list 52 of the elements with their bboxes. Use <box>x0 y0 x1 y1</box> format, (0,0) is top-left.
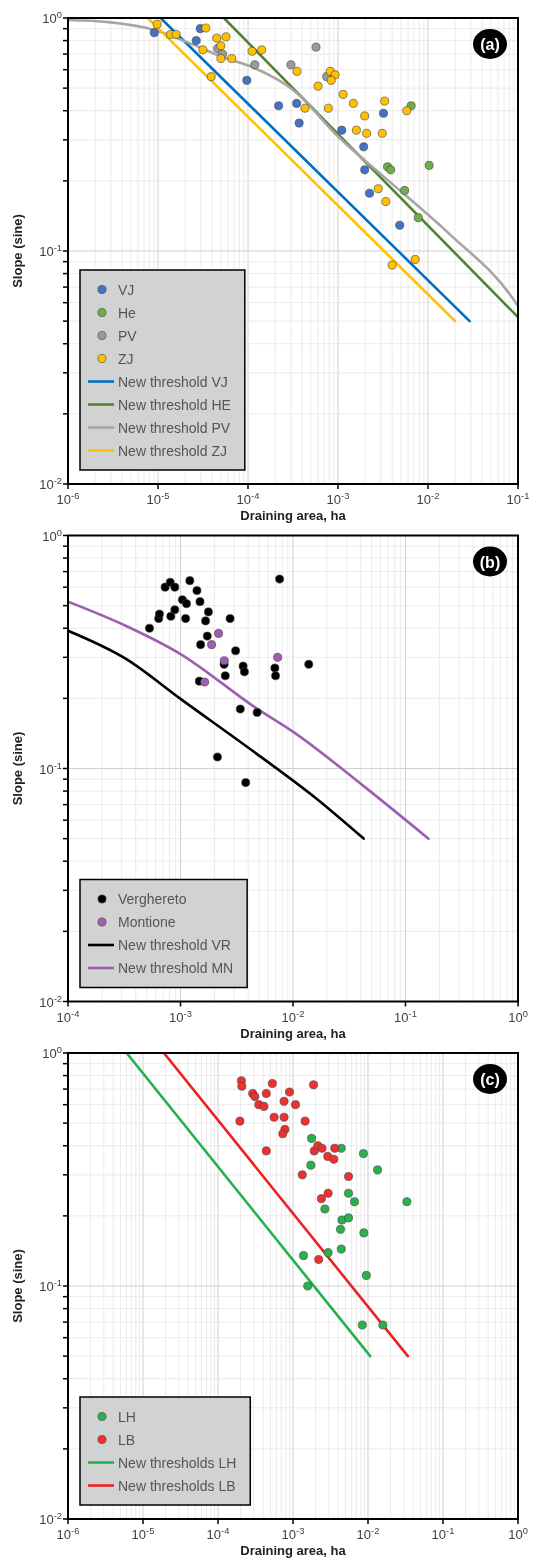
legend-label: VJ <box>118 281 135 298</box>
x-tick-label: 10$^{-3}$ <box>326 491 350 507</box>
y-axis-title: Slope (sine) <box>10 1249 25 1323</box>
legend-label: New thresholds LH <box>118 1454 237 1471</box>
x-tick-label: 10$^{-6}$ <box>56 491 80 507</box>
y-tick-label: 10$^{-1}$ <box>39 1278 62 1294</box>
y-tick-label: 10$^{0}$ <box>42 1045 62 1061</box>
x-tick-label: 10$^{-5}$ <box>146 491 170 507</box>
x-tick-label: 10$^{0}$ <box>508 1008 528 1025</box>
legend-label: PV <box>118 327 138 344</box>
x-tick-label: 10$^{-4}$ <box>206 1526 230 1542</box>
x-tick-label: 10$^{-1}$ <box>506 491 530 507</box>
x-tick-label: 10$^{-1}$ <box>394 1008 417 1025</box>
x-axis-title: Draining area, ha <box>240 1543 347 1558</box>
x-tick-label: 10$^{-5}$ <box>131 1526 155 1542</box>
x-axis-title: Draining area, ha <box>240 508 347 523</box>
legend-label: He <box>118 304 137 321</box>
y-tick-label: 10$^{-2}$ <box>39 476 62 492</box>
x-tick-label: 10$^{-3}$ <box>169 1008 192 1025</box>
x-tick-label: 10$^{-3}$ <box>281 1526 305 1542</box>
legend-label: New threshold HE <box>118 396 231 413</box>
legend-label: ZJ <box>118 350 134 367</box>
x-tick-label: 10$^{-1}$ <box>431 1526 455 1542</box>
annotation: (b) <box>479 553 501 571</box>
x-tick-label: 10$^{-4}$ <box>236 491 260 507</box>
x-tick-label: 10$^{0}$ <box>508 1526 528 1542</box>
y-tick-label: 10$^{-2}$ <box>39 1511 62 1527</box>
legend-label: New thresholds LB <box>118 1477 236 1494</box>
x-axis-title: Draining area, ha <box>240 1025 347 1041</box>
x-tick-label: 10$^{-2}$ <box>281 1008 305 1025</box>
legend-label: Verghereto <box>118 891 187 907</box>
legend-label: New threshold MN <box>118 960 234 976</box>
y-axis-title: Slope (sine) <box>10 731 25 806</box>
y-axis-title: Slope (sine) <box>10 214 25 288</box>
y-tick-label: 10$^{-1}$ <box>39 243 62 259</box>
legend-label: New threshold VR <box>118 937 231 953</box>
legend-label: LB <box>118 1431 136 1448</box>
x-tick-label: 10$^{-2}$ <box>416 491 440 507</box>
legend-label: New threshold ZJ <box>118 442 227 459</box>
y-tick-label: 10$^{0}$ <box>42 10 62 26</box>
x-tick-label: 10$^{-6}$ <box>56 1526 80 1542</box>
legend-label: New threshold VJ <box>118 373 228 390</box>
y-tick-label: 10$^{0}$ <box>42 527 62 544</box>
legend-label: LH <box>118 1408 136 1425</box>
annotation: (a) <box>480 36 500 53</box>
legend-label: Montione <box>118 914 176 930</box>
x-tick-label: 10$^{-2}$ <box>356 1526 380 1542</box>
y-tick-label: 10$^{-1}$ <box>39 760 62 777</box>
x-tick-label: 10$^{-4}$ <box>56 1008 80 1025</box>
y-tick-label: 10$^{-2}$ <box>39 993 62 1010</box>
legend-label: New threshold PV <box>118 419 231 436</box>
annotation: (c) <box>480 1071 500 1088</box>
